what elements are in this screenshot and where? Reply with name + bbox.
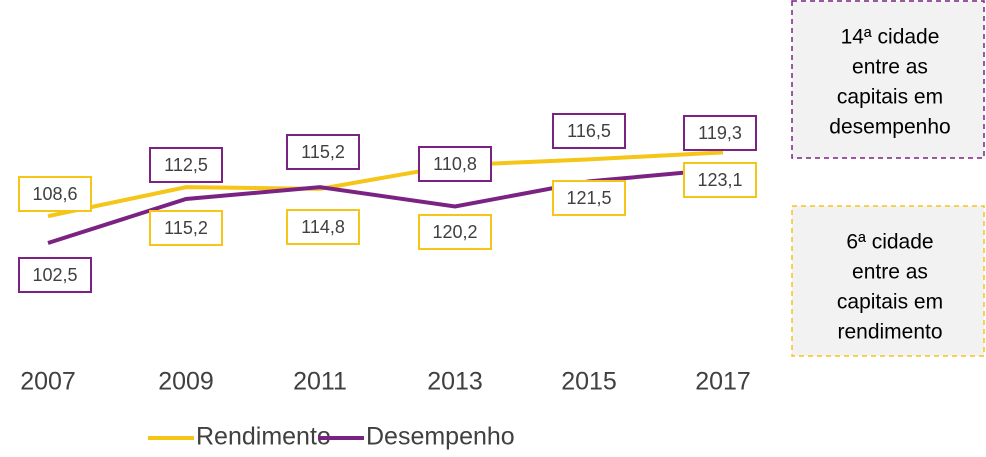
- annotation-text: desempenho: [829, 116, 950, 139]
- data-label: 120,2: [432, 222, 477, 242]
- label-box: [552, 113, 626, 149]
- annotation-text: entre as: [852, 261, 928, 284]
- annotation-text: rendimento: [837, 321, 942, 344]
- data-label: 112,5: [164, 155, 208, 175]
- label-box: [286, 209, 360, 245]
- x-tick-label: 2009: [158, 368, 214, 396]
- label-box: [286, 134, 360, 170]
- label-box: [18, 257, 92, 293]
- x-tick-label: 2013: [427, 368, 483, 396]
- annotation-text: 14ª cidade: [841, 26, 940, 49]
- x-tick-label: 2017: [695, 368, 751, 396]
- data-label: 115,2: [301, 142, 345, 162]
- label-box: [552, 180, 626, 216]
- line: [47, 167, 724, 245]
- data-label: 110,8: [433, 154, 477, 174]
- data-label: 121,5: [566, 188, 611, 208]
- label-box: [149, 147, 223, 183]
- x-tick-label: 2011: [293, 368, 347, 396]
- annotation-text: capitais em: [837, 86, 943, 109]
- line: [47, 150, 724, 219]
- legend-label: Rendimento: [196, 423, 331, 451]
- label-box: [418, 214, 492, 250]
- data-label: 119,3: [698, 123, 742, 143]
- data-label: 114,8: [301, 217, 345, 237]
- legend-label: Desempenho: [366, 423, 515, 451]
- label-box: [683, 162, 757, 198]
- data-label: 116,5: [567, 121, 611, 141]
- annotation-text: capitais em: [837, 291, 943, 314]
- data-label: 115,2: [164, 218, 208, 238]
- data-label: 102,5: [32, 265, 77, 285]
- data-label: 108,6: [32, 184, 77, 204]
- x-tick-label: 2015: [561, 368, 617, 396]
- label-box: [149, 210, 223, 246]
- data-label: 123,1: [697, 170, 742, 190]
- label-box: [18, 176, 92, 212]
- annotation-box: [791, 0, 985, 159]
- annotation-text: entre as: [852, 56, 928, 79]
- annotation-text: 6ª cidade: [846, 231, 933, 254]
- x-tick-label: 2007: [20, 368, 76, 396]
- annotation-box: [791, 205, 985, 357]
- label-box: [418, 146, 492, 182]
- label-box: [683, 115, 757, 151]
